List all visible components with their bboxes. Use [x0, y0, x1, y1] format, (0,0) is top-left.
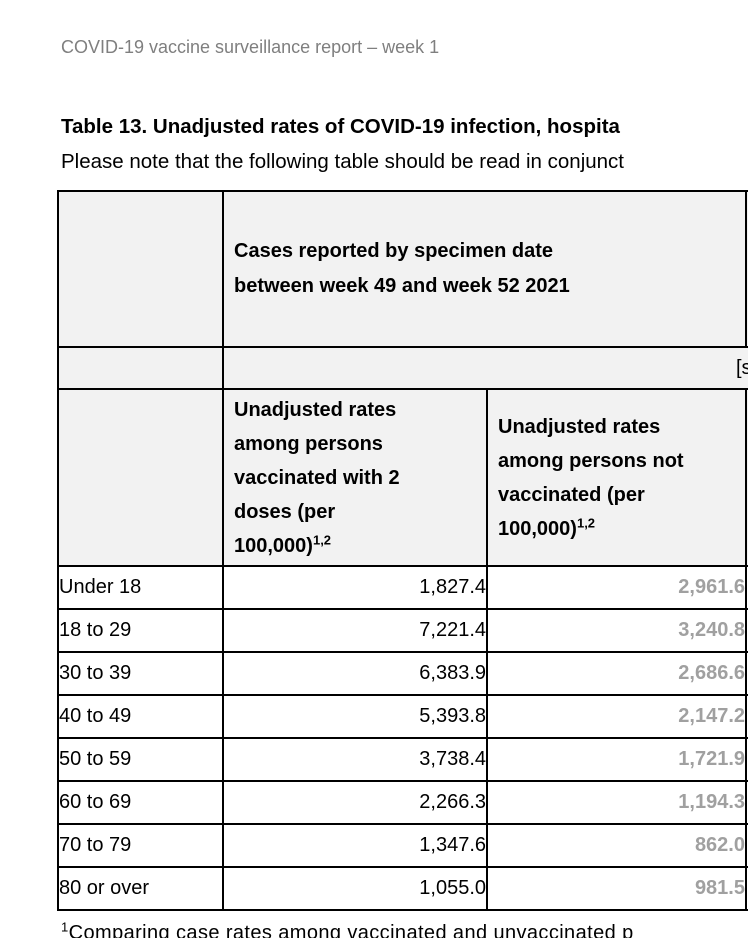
cutoff-column-cell — [745, 565, 748, 610]
age-group-label: 18 to 29 — [57, 608, 224, 653]
empty-corner-cell — [57, 190, 224, 348]
vaccinated-rate-value: 7,221.4 — [222, 608, 488, 653]
note-cell: [s — [222, 346, 748, 390]
table-row-50-to-59: 50 to 59 3,738.4 1,721.9 — [57, 737, 748, 782]
note-row: [s — [57, 346, 748, 390]
cutoff-column-cell — [745, 651, 748, 696]
column-header-row: Unadjusted rates among persons vaccinate… — [57, 388, 748, 567]
age-group-label: 60 to 69 — [57, 780, 224, 825]
table-row-60-to-69: 60 to 69 2,266.3 1,194.3 — [57, 780, 748, 825]
age-group-label: 30 to 39 — [57, 651, 224, 696]
unvaccinated-rate-value: 862.0 — [486, 823, 747, 868]
cutoff-column-cell — [745, 823, 748, 868]
spanner-header-row: Cases reported by specimen date between … — [57, 190, 748, 348]
footnote-marker: 1 — [61, 919, 69, 935]
table-title: Table 13. Unadjusted rates of COVID-19 i… — [61, 115, 620, 138]
cutoff-column-cell — [745, 694, 748, 739]
vaccinated-rate-value: 1,055.0 — [222, 866, 488, 911]
table-row-under-18: Under 18 1,827.4 2,961.6 — [57, 565, 748, 610]
unvaccinated-rate-value: 1,194.3 — [486, 780, 747, 825]
vaccinated-rate-value: 2,266.3 — [222, 780, 488, 825]
cutoff-column-cell — [745, 737, 748, 782]
table-row-30-to-39: 30 to 39 6,383.9 2,686.6 — [57, 651, 748, 696]
age-group-label: 80 or over — [57, 866, 224, 911]
unvaccinated-header-text: Unadjusted rates among persons not vacci… — [488, 410, 703, 546]
unvaccinated-rate-value: 2,686.6 — [486, 651, 747, 696]
vaccinated-rate-value: 6,383.9 — [222, 651, 488, 696]
vaccinated-header-footnote-marker: 1,2 — [312, 531, 332, 547]
table-row-18-to-29: 18 to 29 7,221.4 3,240.8 — [57, 608, 748, 653]
table-row-40-to-49: 40 to 49 5,393.8 2,147.2 — [57, 694, 748, 739]
age-group-label: 50 to 59 — [57, 737, 224, 782]
age-group-label: 40 to 49 — [57, 694, 224, 739]
unvaccinated-rate-value: 1,721.9 — [486, 737, 747, 782]
vaccinated-rate-value: 1,827.4 — [222, 565, 488, 610]
unvaccinated-header-cell: Unadjusted rates among persons not vacci… — [486, 388, 747, 567]
empty-header-cell — [57, 388, 224, 567]
unvaccinated-rate-value: 2,961.6 — [486, 565, 747, 610]
cutoff-column-cell — [745, 388, 748, 567]
footnote: 1Comparing case rates among vaccinated a… — [61, 919, 634, 938]
vaccinated-header-cell: Unadjusted rates among persons vaccinate… — [222, 388, 488, 567]
cutoff-column-cell — [745, 780, 748, 825]
vaccinated-header-label: Unadjusted rates among persons vaccinate… — [234, 398, 400, 557]
unvaccinated-rate-value: 3,240.8 — [486, 608, 747, 653]
table-row-70-to-79: 70 to 79 1,347.6 862.0 — [57, 823, 748, 868]
unvaccinated-header-footnote-marker: 1,2 — [576, 514, 596, 530]
vaccinated-header-text: Unadjusted rates among persons vaccinate… — [224, 393, 429, 563]
age-group-label: Under 18 — [57, 565, 224, 610]
age-group-label: 70 to 79 — [57, 823, 224, 868]
vaccinated-rate-value: 5,393.8 — [222, 694, 488, 739]
unvaccinated-rate-value: 981.5 — [486, 866, 747, 911]
rates-table: Cases reported by specimen date between … — [57, 190, 748, 911]
table-row-80-or-over: 80 or over 1,055.0 981.5 — [57, 866, 748, 911]
cutoff-column-cell — [745, 608, 748, 653]
running-header: COVID-19 vaccine surveillance report – w… — [61, 37, 440, 57]
cutoff-column-cell — [745, 866, 748, 911]
vaccinated-rate-value: 3,738.4 — [222, 737, 488, 782]
unvaccinated-header-label: Unadjusted rates among persons not vacci… — [498, 415, 684, 540]
vaccinated-rate-value: 1,347.6 — [222, 823, 488, 868]
footnote-text: Comparing case rates among vaccinated an… — [68, 922, 634, 938]
unvaccinated-rate-value: 2,147.2 — [486, 694, 747, 739]
note-fragment-text: [s — [736, 356, 748, 379]
cutoff-column-cell — [745, 190, 748, 348]
spanner-header-text: Cases reported by specimen date between … — [234, 240, 570, 297]
spanner-header-cell: Cases reported by specimen date between … — [222, 190, 747, 348]
table-subtitle: Please note that the following table sho… — [61, 150, 624, 173]
empty-note-cell — [57, 346, 224, 390]
